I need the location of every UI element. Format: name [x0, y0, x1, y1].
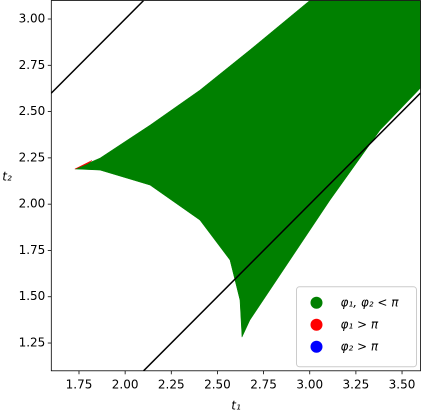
axes-frame	[50, 0, 421, 372]
x-tick-label: 2.25	[158, 377, 185, 391]
region	[74, 0, 421, 338]
legend-marker	[310, 296, 323, 309]
y-tick-label: 1.75	[19, 243, 46, 257]
x-tick-label: 3.25	[343, 377, 370, 391]
y-tick-label: 3.00	[19, 12, 46, 26]
y-tick-label: 2.00	[19, 197, 46, 211]
line	[143, 92, 421, 371]
legend-marker	[310, 318, 323, 331]
region	[74, 160, 93, 170]
legend-box	[296, 286, 417, 368]
x-tick-label: 2.50	[204, 377, 231, 391]
y-tick-label: 1.25	[19, 336, 46, 350]
x-tick-label: 2.00	[112, 377, 139, 391]
y-tick-label: 2.75	[19, 58, 46, 72]
x-tick-label: 3.50	[389, 377, 416, 391]
plot-area	[51, 0, 421, 371]
x-tick-label: 3.00	[296, 377, 323, 391]
y-tick-label: 1.50	[19, 289, 46, 303]
legend-marker	[310, 340, 323, 353]
x-tick-label: 1.75	[66, 377, 93, 391]
legend-label: φ₁, φ₂ < π	[341, 295, 400, 309]
y-axis-label: t₂	[2, 170, 12, 184]
x-tick-label: 2.75	[250, 377, 277, 391]
legend-label: φ₂ > π	[341, 339, 379, 353]
x-axis-label: t₁	[231, 399, 241, 413]
line	[51, 0, 145, 94]
legend-label: φ₁ > π	[341, 317, 379, 331]
y-tick-label: 2.50	[19, 104, 46, 118]
y-tick-label: 2.25	[19, 150, 46, 164]
